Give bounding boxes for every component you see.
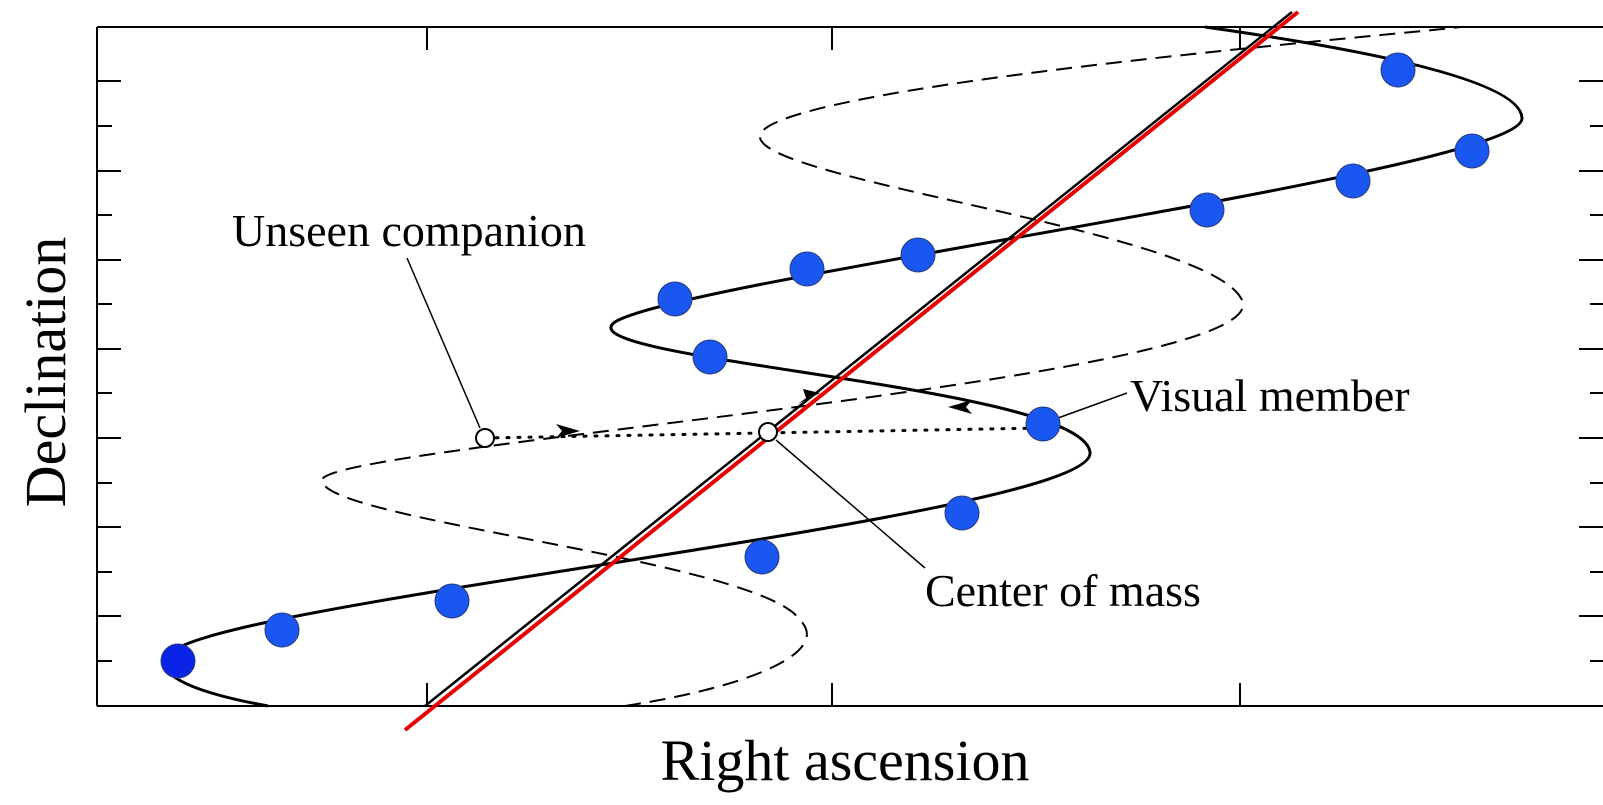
observed-point (900, 237, 936, 273)
center-of-mass-path (424, 11, 1293, 707)
observed-point (160, 643, 196, 679)
observed-point (789, 251, 825, 287)
arrow-companion-icon (556, 424, 580, 438)
arrow-visual-icon (948, 400, 972, 414)
observed-point (944, 495, 980, 531)
center-of-mass-leader (775, 439, 926, 569)
observed-point (1189, 192, 1225, 228)
center-of-mass-label: Center of mass (925, 565, 1201, 616)
unseen-companion-leader (406, 257, 481, 429)
tick-marks (97, 27, 1603, 706)
plot-frame (96, 26, 1603, 707)
x-axis-label: Right ascension (661, 728, 1030, 793)
visual-member-leader (1057, 392, 1128, 419)
observed-point (657, 281, 693, 317)
observed-points (160, 52, 1490, 679)
observed-point (1454, 133, 1490, 169)
unseen-companion-label: Unseen companion (232, 205, 586, 256)
observed-point (692, 339, 728, 375)
visual-member-label: Visual member (1130, 370, 1410, 421)
center-of-mass-marker (758, 422, 778, 442)
observed-point (264, 612, 300, 648)
observed-point (1380, 52, 1416, 88)
red-trend-line (403, 10, 1300, 732)
observed-point (1335, 163, 1371, 199)
unseen-companion-marker (475, 428, 495, 448)
observed-point (744, 539, 780, 575)
y-axis-label: Declination (13, 237, 78, 508)
visible-star-path (163, 25, 1524, 708)
dotted-connector-line (483, 426, 1044, 440)
arrow-center-icon (798, 389, 820, 404)
companion-path (320, 26, 1461, 707)
observed-point (1025, 406, 1061, 442)
observed-point (434, 583, 470, 619)
